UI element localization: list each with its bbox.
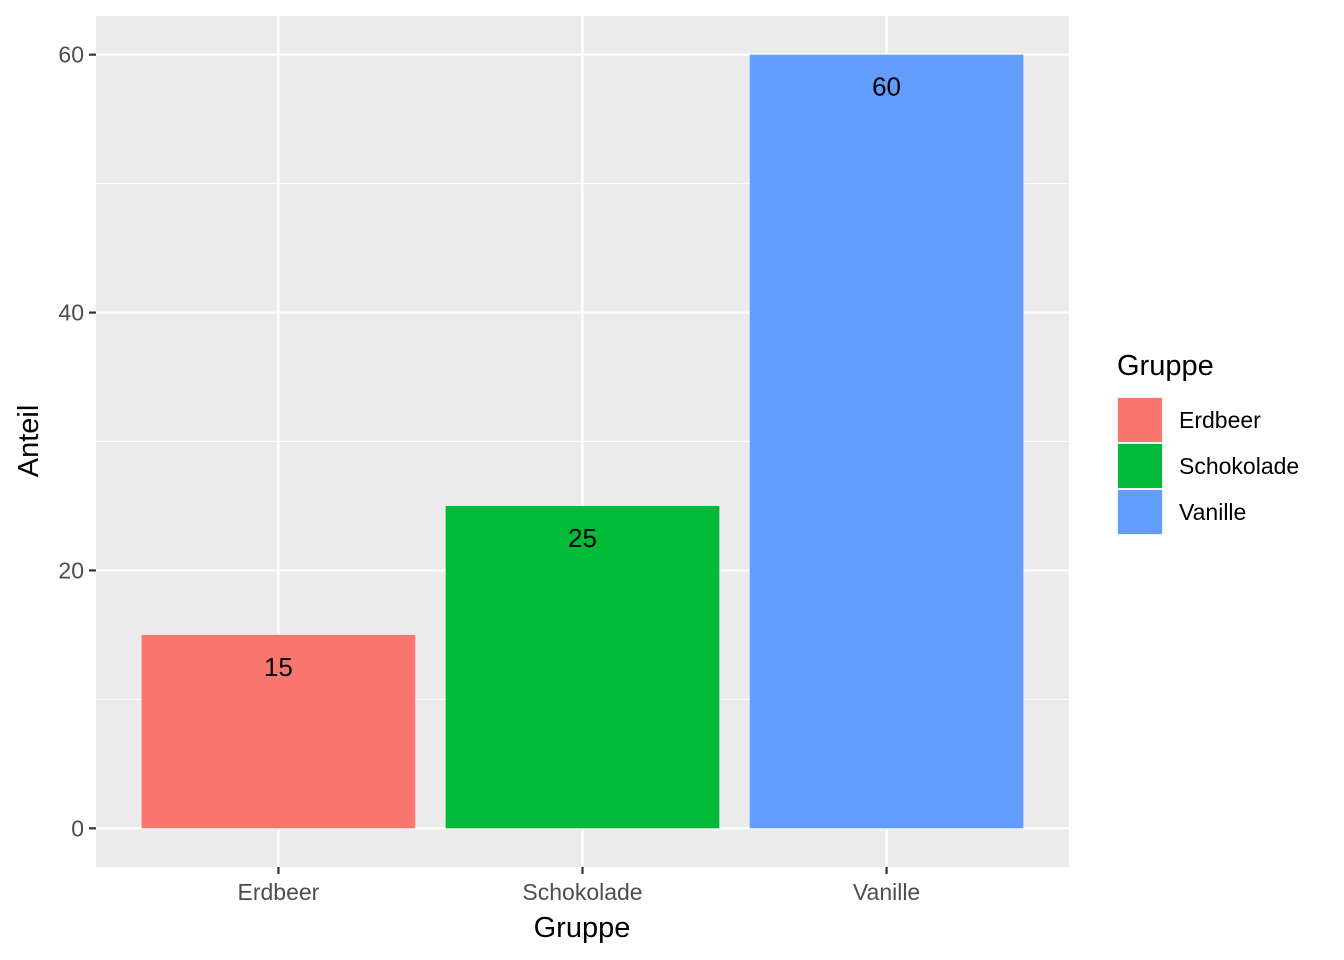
x-tick-label: Schokolade — [522, 879, 642, 905]
bars — [141, 54, 1024, 829]
data-label-schokolade: 25 — [568, 523, 597, 553]
y-tick-label: 0 — [71, 815, 84, 841]
legend-label-vanille: Vanille — [1179, 499, 1246, 525]
y-tick-label: 60 — [58, 42, 84, 68]
x-axis: Erdbeer Schokolade Vanille — [238, 867, 920, 905]
legend-swatch-vanille — [1118, 490, 1162, 534]
data-labels: 15 25 60 — [264, 72, 901, 682]
x-axis-title: Gruppe — [534, 912, 631, 944]
x-tick-label: Erdbeer — [238, 879, 320, 905]
bar-vanille — [749, 54, 1024, 829]
data-label-erdbeer: 15 — [264, 652, 293, 682]
legend-title: Gruppe — [1117, 350, 1214, 382]
y-tick-label: 20 — [58, 557, 84, 583]
legend-swatch-schokolade — [1118, 444, 1162, 488]
legend-label-erdbeer: Erdbeer — [1179, 407, 1261, 433]
bar-erdbeer — [141, 634, 416, 829]
bar-schokolade — [445, 505, 720, 829]
legend-entries: Erdbeer Schokolade Vanille — [1117, 397, 1299, 535]
legend: Gruppe Erdbeer Schokolade Vanille — [1117, 350, 1299, 535]
y-axis: 0 20 40 60 — [58, 42, 96, 841]
x-tick-label: Vanille — [853, 879, 920, 905]
legend-label-schokolade: Schokolade — [1179, 453, 1299, 479]
data-label-vanille: 60 — [872, 72, 901, 102]
legend-swatch-erdbeer — [1118, 398, 1162, 442]
y-axis-title: Anteil — [13, 405, 45, 478]
y-tick-label: 40 — [58, 300, 84, 326]
